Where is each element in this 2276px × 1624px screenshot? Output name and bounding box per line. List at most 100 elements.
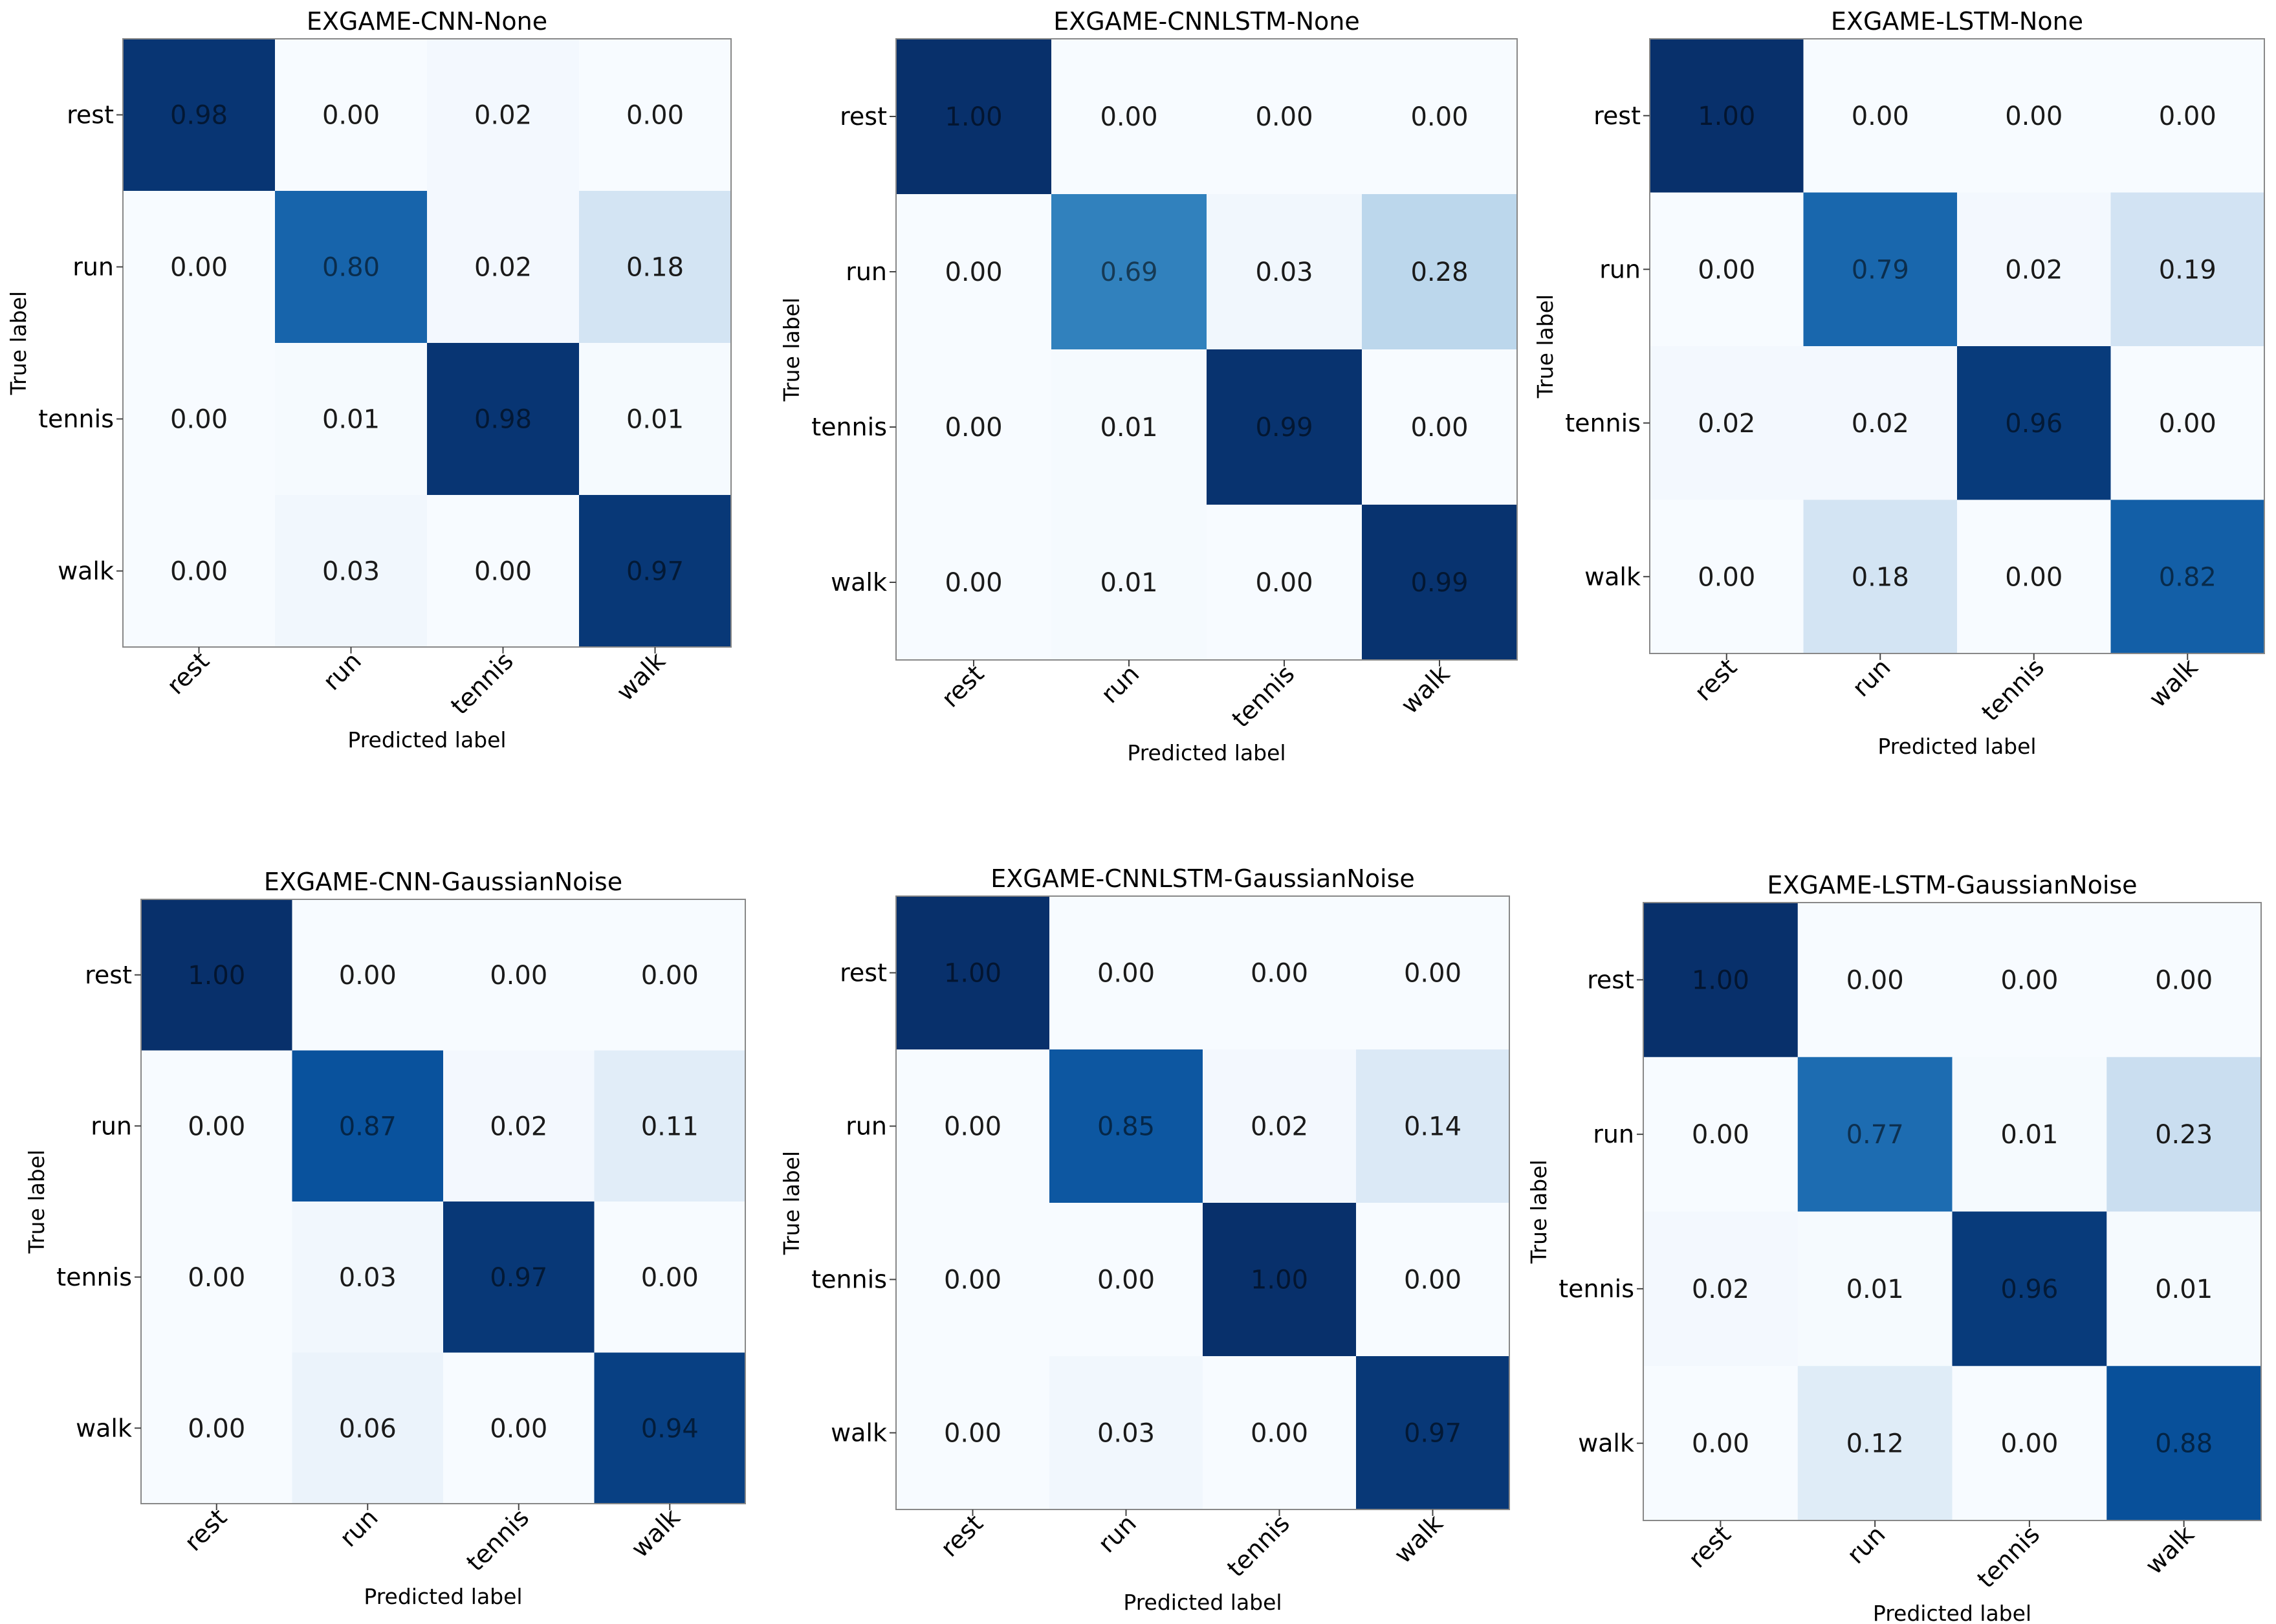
y-tick-label: tennis bbox=[811, 413, 887, 441]
cell-value-label: 0.00 bbox=[1251, 1419, 1308, 1449]
cell-value-label: 0.00 bbox=[188, 1112, 245, 1141]
confusion-matrix-4: EXGAME-CNN-GaussianNoise 1.00 0.00 0.00 0.00… bbox=[24, 868, 746, 1609]
heatmap-cell bbox=[579, 495, 732, 648]
chart-title: EXGAME-CNNLSTM-GaussianNoise bbox=[990, 864, 1415, 893]
heatmap-cell bbox=[1356, 1203, 1510, 1357]
confusion-matrix-3: EXGAME-LSTM-None 1.00 0.00 0.00 0.00 0.00 0.79… bbox=[1533, 7, 2265, 759]
cell-value-label: 0.94 bbox=[641, 1414, 699, 1443]
cell-value-label: 0.00 bbox=[2005, 562, 2063, 592]
heatmap-cell bbox=[1957, 39, 2111, 193]
x-tick-label: rest bbox=[179, 1503, 232, 1557]
cell-value-label: 0.82 bbox=[2159, 562, 2216, 592]
chart-title: EXGAME-LSTM-GaussianNoise bbox=[1767, 871, 2137, 899]
plot-frame bbox=[895, 38, 1518, 661]
x-tick-label: tennis bbox=[1221, 1509, 1295, 1583]
heatmap-cell bbox=[123, 39, 276, 192]
heatmap-cell bbox=[2106, 1057, 2262, 1212]
cell-value-label: 0.96 bbox=[2005, 409, 2063, 439]
x-tick-label: rest bbox=[1683, 1520, 1736, 1574]
cell-value-label: 0.00 bbox=[2155, 965, 2213, 995]
y-tick-label: run bbox=[846, 258, 887, 286]
heatmap-cell bbox=[1049, 1203, 1203, 1357]
cell-value-label: 0.00 bbox=[1852, 102, 1909, 131]
cell-value-label: 0.98 bbox=[170, 101, 228, 131]
y-axis-label: True label bbox=[779, 298, 804, 402]
cell-value-label: 0.00 bbox=[2159, 409, 2216, 439]
confusion-matrix-6: EXGAME-LSTM-GaussianNoise 1.00 0.00 0.00 0.0… bbox=[1526, 871, 2262, 1624]
heatmap-cell bbox=[2110, 346, 2265, 500]
cell-value-label: 0.01 bbox=[2000, 1120, 2058, 1150]
y-tick-label: run bbox=[91, 1112, 132, 1140]
plot-frame bbox=[895, 895, 1510, 1510]
heatmap-cell bbox=[2110, 499, 2265, 654]
cell-value-label: 0.00 bbox=[1100, 102, 1157, 132]
heatmap-cell bbox=[275, 39, 428, 192]
y-tick-label: tennis bbox=[1559, 1275, 1634, 1303]
x-tick-label: walk bbox=[2139, 1520, 2200, 1580]
cell-value-label: 0.00 bbox=[170, 253, 228, 283]
x-axis-label: Predicted label bbox=[1877, 734, 2036, 759]
x-tick-label: rest bbox=[161, 646, 215, 700]
cell-value-label: 0.19 bbox=[2159, 255, 2216, 285]
x-tick-label: walk bbox=[611, 646, 671, 707]
heatmap-cell bbox=[896, 349, 1052, 505]
cell-value-label: 0.02 bbox=[474, 253, 532, 283]
heatmap-cell bbox=[1643, 1366, 1799, 1521]
cell-value-label: 0.00 bbox=[1097, 1266, 1155, 1295]
heatmap-cell bbox=[427, 191, 580, 344]
heatmap-cell bbox=[579, 343, 732, 496]
x-tick-label: run bbox=[334, 1503, 383, 1552]
heatmap-cell bbox=[1207, 194, 1362, 350]
heatmap-cell bbox=[443, 1202, 595, 1353]
x-tick-label: tennis bbox=[1227, 659, 1300, 733]
cell-value-label: 1.00 bbox=[1698, 102, 1755, 131]
heatmap-cell bbox=[1051, 39, 1207, 195]
cell-value-label: 0.00 bbox=[945, 258, 1002, 287]
plot-frame bbox=[1643, 902, 2262, 1521]
cell-value-label: 0.01 bbox=[322, 405, 380, 435]
heatmap-cell bbox=[443, 1050, 595, 1202]
cell-value-label: 0.01 bbox=[626, 405, 684, 435]
x-tick-label: walk bbox=[626, 1503, 686, 1563]
heatmap-cell bbox=[292, 1352, 444, 1504]
cell-value-label: 0.97 bbox=[1404, 1419, 1461, 1449]
cell-value-label: 1.00 bbox=[188, 961, 245, 991]
y-axis-label: True label bbox=[1533, 294, 1558, 399]
heatmap-cell bbox=[1051, 194, 1207, 350]
cell-value-label: 0.79 bbox=[1852, 255, 1909, 285]
cell-value-label: 0.00 bbox=[1404, 959, 1461, 989]
cell-value-label: 0.00 bbox=[1698, 562, 1755, 592]
heatmap-cell bbox=[2106, 903, 2262, 1058]
heatmap-cell bbox=[275, 343, 428, 496]
heatmap-cell bbox=[1803, 346, 1958, 500]
cell-value-label: 0.00 bbox=[1692, 1429, 1749, 1459]
x-tick-label: rest bbox=[935, 1509, 989, 1563]
cell-value-label: 0.00 bbox=[490, 961, 547, 991]
heatmap-cell bbox=[1952, 1057, 2107, 1212]
heatmap-cell bbox=[896, 1356, 1050, 1510]
y-tick-label: tennis bbox=[1565, 409, 1641, 437]
cell-value-label: 1.00 bbox=[944, 959, 1001, 989]
y-tick-label: rest bbox=[1587, 965, 1634, 994]
cell-value-label: 0.88 bbox=[2155, 1429, 2213, 1459]
cell-value-label: 0.18 bbox=[1852, 562, 1909, 592]
cell-value-label: 0.02 bbox=[1852, 409, 1909, 439]
cell-value-label: 0.00 bbox=[1410, 102, 1468, 132]
heatmap-cell bbox=[1051, 505, 1207, 661]
confusion-matrix-2: EXGAME-CNNLSTM-None 1.00 0.00 0.00 0.00 0.00 0… bbox=[779, 7, 1518, 765]
heatmap-cell bbox=[1356, 1356, 1510, 1510]
y-tick-label: run bbox=[846, 1112, 887, 1141]
heatmap-cell bbox=[2110, 39, 2265, 193]
y-tick-label: tennis bbox=[56, 1263, 132, 1291]
x-tick-label: tennis bbox=[1972, 1520, 2046, 1594]
x-tick-label: rest bbox=[936, 659, 990, 713]
cell-value-label: 0.99 bbox=[1255, 413, 1313, 443]
heatmap-cell bbox=[2106, 1211, 2262, 1366]
heatmap-cell bbox=[141, 1352, 292, 1504]
cell-value-label: 0.03 bbox=[1255, 258, 1313, 287]
cell-value-label: 0.03 bbox=[322, 557, 380, 587]
heatmap-cell bbox=[1797, 903, 1953, 1058]
cell-value-label: 0.02 bbox=[1698, 409, 1755, 439]
y-tick-label: tennis bbox=[811, 1266, 887, 1294]
cell-value-label: 1.00 bbox=[1692, 965, 1749, 995]
